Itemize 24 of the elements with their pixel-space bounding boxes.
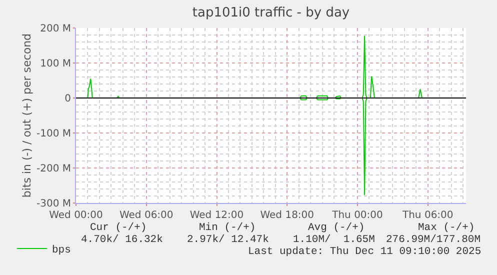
- y-tick-label: 100 M: [40, 58, 71, 70]
- y-tick-label: -200 M: [36, 164, 71, 174]
- x-tick-label: Thu 06:00: [401, 210, 454, 221]
- x-tick-label: Thu 00:00: [331, 210, 383, 221]
- y-tick-label: -300 M: [36, 198, 71, 210]
- chart-title: tap101i0 traffic - by day: [192, 6, 350, 21]
- text: 1.10M/ 1.65M: [293, 234, 375, 246]
- y-tick-label: -100 M: [36, 128, 71, 140]
- text: Cur (-/+): [90, 222, 147, 234]
- y-axis-title: bits in (-) / out (+) per second: [20, 33, 34, 198]
- x-tick-label: Wed 06:00: [119, 210, 174, 221]
- text: Last update: Thu Dec 11 09:10:00 2025: [248, 246, 482, 258]
- text: Avg (-/+): [308, 222, 365, 234]
- y-tick-label: 0: [64, 94, 71, 104]
- legend-label: bps: [52, 244, 71, 257]
- y-tick-label: 200 M: [40, 24, 71, 34]
- text: Min (-/+): [199, 222, 256, 234]
- text: 4.70k/ 16.32k: [81, 234, 163, 246]
- text: 276.99M/177.80M: [386, 234, 481, 246]
- x-tick-label: Wed 18:00: [260, 210, 314, 221]
- text: Max (-/+): [418, 222, 475, 234]
- text: 2.97k/ 12.47k: [187, 234, 269, 246]
- x-tick-label: Wed 12:00: [190, 210, 244, 221]
- x-tick-label: Wed 00:00: [49, 210, 103, 221]
